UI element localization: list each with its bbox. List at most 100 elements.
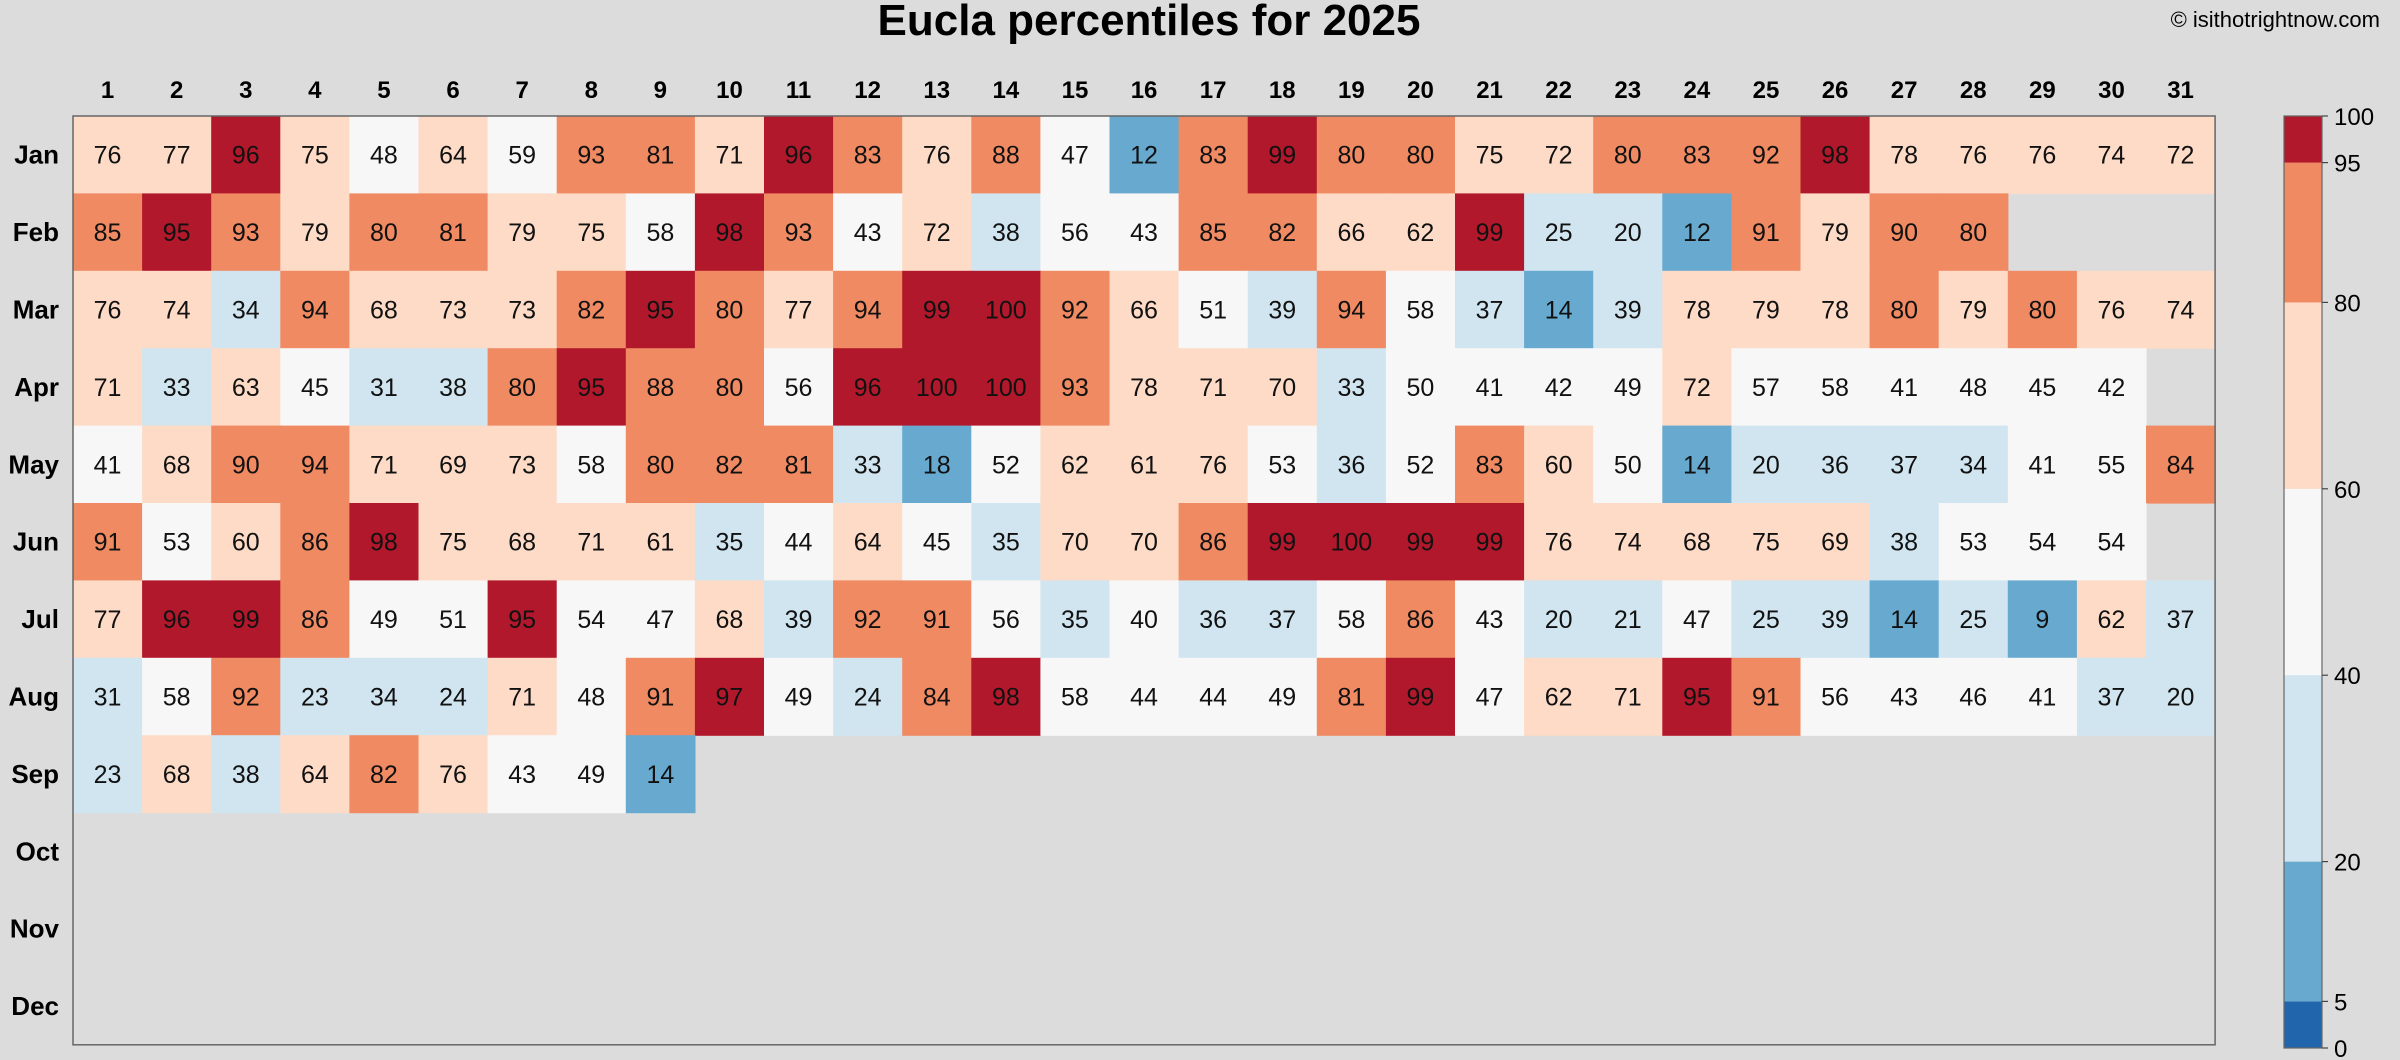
cell-value-label: 66: [1337, 219, 1365, 247]
cell-value-label: 95: [577, 374, 605, 402]
heatmap-cell: [1040, 116, 1111, 194]
cell-value-label: 45: [2028, 374, 2056, 402]
heatmap-cell: [1455, 193, 1525, 272]
heatmap-cell: [211, 580, 281, 659]
cell-value-label: 76: [2098, 297, 2126, 325]
plot-frame: [72, 115, 2216, 1046]
month-label: May: [8, 449, 59, 479]
heatmap-cell: [833, 503, 903, 581]
heatmap-cell: [764, 348, 834, 427]
cell-value-label: 49: [577, 761, 605, 789]
cell-value-label: 85: [94, 219, 122, 247]
cell-value-label: 91: [646, 684, 674, 712]
cell-value-label: 98: [370, 529, 398, 557]
heatmap-cell: [1593, 116, 1663, 194]
heatmap-cell: [211, 503, 281, 581]
cell-value-label: 35: [992, 529, 1020, 557]
credit-text: © isithotrightnow.com: [2171, 7, 2380, 32]
cell-value-label: 75: [1752, 529, 1780, 557]
heatmap-cell: [1662, 348, 1732, 427]
cell-value-label: 36: [1337, 451, 1365, 479]
cell-value-label: 34: [370, 684, 398, 712]
day-label: 17: [1200, 77, 1227, 104]
day-label: 24: [1683, 77, 1710, 104]
heatmap-cell: [1662, 116, 1732, 194]
cell-value-label: 92: [854, 606, 882, 634]
cell-value-label: 92: [1061, 297, 1089, 325]
cell-value-label: 80: [1890, 297, 1918, 325]
cell-value-label: 64: [439, 142, 467, 170]
day-label: 20: [1407, 77, 1434, 104]
cell-value-label: 24: [439, 684, 467, 712]
heatmap-cell: [1455, 425, 1525, 504]
cell-value-label: 37: [1268, 606, 1296, 634]
cell-value-label: 76: [1545, 529, 1573, 557]
day-label: 8: [585, 77, 598, 104]
cell-value-label: 76: [94, 297, 122, 325]
cell-value-label: 71: [1199, 374, 1227, 402]
heatmap-cell: [280, 425, 350, 504]
heatmap-cell: [625, 116, 696, 194]
cell-value-label: 51: [439, 606, 467, 634]
cell-value-label: 90: [1890, 219, 1918, 247]
cell-value-label: 83: [1683, 142, 1711, 170]
cell-value-label: 40: [1130, 606, 1158, 634]
heatmap-cell: [1247, 425, 1318, 504]
cell-value-label: 41: [2028, 684, 2056, 712]
cell-value-label: 85: [1199, 219, 1227, 247]
heatmap-cell: [1316, 580, 1387, 659]
heatmap-cell: [2146, 116, 2216, 194]
day-label: 26: [1822, 77, 1849, 104]
heatmap-cell: [280, 270, 350, 349]
cell-value-label: 75: [439, 529, 467, 557]
cell-value-label: 21: [1614, 606, 1642, 634]
day-label: 30: [2098, 77, 2125, 104]
heatmap-cell: [418, 348, 489, 427]
day-label: 22: [1545, 77, 1572, 104]
cell-value-label: 71: [508, 684, 536, 712]
cell-value-label: 20: [1545, 606, 1573, 634]
cell-value-label: 94: [301, 297, 329, 325]
cell-value-label: 54: [577, 606, 605, 634]
day-label: 13: [923, 77, 950, 104]
heatmap-cell: [2076, 657, 2147, 736]
heatmap-cell: [1455, 348, 1525, 427]
heatmap-cell: [73, 193, 143, 272]
colorbar-tick-label: 20: [2334, 850, 2361, 877]
heatmap-cell: [2146, 425, 2216, 504]
cell-value-label: 44: [785, 529, 813, 557]
day-label: 11: [786, 77, 811, 104]
cell-value-label: 69: [439, 451, 467, 479]
cell-value-label: 41: [1890, 374, 1918, 402]
heatmap-cell: [1178, 580, 1249, 659]
heatmap-cell: [902, 657, 972, 736]
cell-value-label: 82: [370, 761, 398, 789]
heatmap-cell: [349, 116, 420, 194]
cell-value-label: 56: [992, 606, 1020, 634]
cell-value-label: 76: [94, 142, 122, 170]
heatmap-cell: [764, 116, 834, 194]
cell-value-label: 84: [923, 684, 951, 712]
cell-value-label: 73: [508, 297, 536, 325]
cell-value-label: 73: [508, 451, 536, 479]
heatmap-cell: [1109, 425, 1180, 504]
month-label: Nov: [10, 914, 60, 944]
day-label: 3: [239, 77, 252, 104]
cell-value-label: 74: [2167, 297, 2195, 325]
month-label: Jan: [14, 140, 59, 170]
cell-value-label: 81: [1337, 684, 1365, 712]
cell-value-label: 80: [646, 451, 674, 479]
heatmap-cell: [2076, 503, 2147, 581]
heatmap-cell: [764, 503, 834, 581]
cell-value-label: 43: [1890, 684, 1918, 712]
cell-value-label: 86: [301, 606, 329, 634]
cell-value-label: 91: [94, 529, 122, 557]
heatmap-cell: [211, 348, 281, 427]
cell-value-label: 62: [1407, 219, 1435, 247]
heatmap-cell: [1938, 580, 2009, 659]
cell-value-label: 43: [508, 761, 536, 789]
heatmap-cell: [694, 193, 765, 272]
cell-value-label: 91: [1752, 684, 1780, 712]
heatmap-cell: [1109, 503, 1180, 581]
